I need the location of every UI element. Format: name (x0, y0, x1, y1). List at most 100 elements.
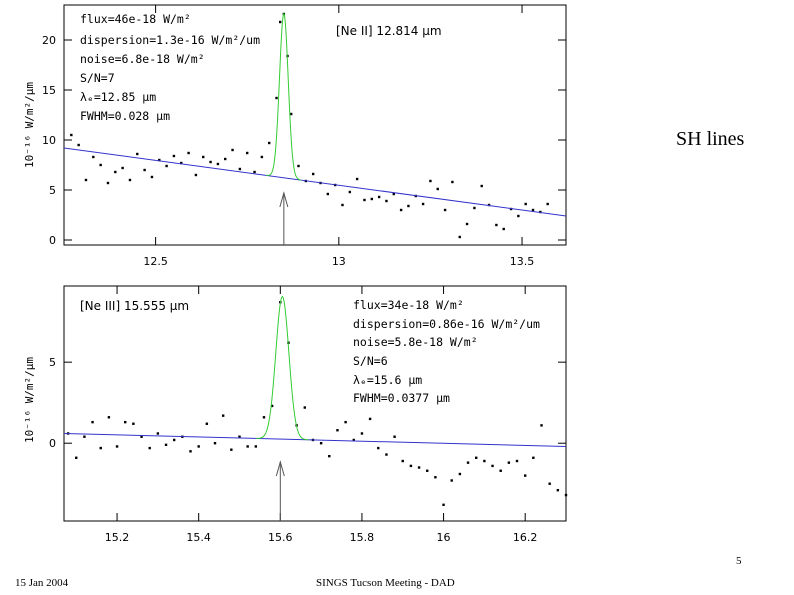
neiii-data-point (107, 416, 111, 419)
neiii-data-point (475, 456, 478, 459)
neiii-fwhm: FWHM=0.0377 μm (353, 391, 450, 405)
neiii-line-arrow (275, 460, 285, 521)
neii-flux: flux=46e-18 W/m² (80, 12, 191, 26)
neiii-data-point (417, 466, 421, 469)
neii-data-point (216, 162, 220, 166)
neii-data-point (524, 202, 527, 206)
neii-dispersion: dispersion=1.3e-16 W/m²/um (80, 33, 260, 47)
neii-data-point (99, 163, 102, 167)
neiii-lambda: λₑ=15.6 μm (353, 373, 422, 387)
neiii-data-point (368, 417, 372, 421)
neiii-data-point (442, 503, 445, 506)
neii-ytick-label: 20 (42, 34, 56, 47)
neii-data-point (209, 160, 212, 164)
neii-data-point (267, 141, 271, 145)
neii-data-point (194, 173, 198, 177)
neiii-data-point (164, 443, 168, 447)
neii-data-point (202, 155, 205, 159)
neiii-xtick-label: 15.2 (105, 531, 130, 544)
neiii-data-point (221, 414, 225, 417)
neiii-data-point (148, 446, 151, 450)
neii-data-point (143, 168, 146, 172)
neii-xtick-label: 13 (332, 255, 346, 268)
neii-lambda: λₑ=12.85 μm (80, 90, 156, 104)
neiii-data-point (532, 456, 535, 459)
neii-arrow-head (279, 191, 289, 208)
neii-data-point (348, 190, 352, 194)
neii-data-point (253, 170, 256, 174)
neii-data-point (84, 178, 88, 182)
neii-data-point (355, 177, 359, 181)
neii-data-point (92, 155, 95, 159)
neii-data-point (326, 192, 330, 196)
neiii-data-point (124, 420, 127, 424)
neii-data-point (106, 181, 110, 185)
neii-data-point (377, 195, 381, 199)
neii-data-point (399, 208, 403, 212)
neiii-data-point (352, 438, 355, 442)
neiii-data-point (172, 438, 176, 442)
neiii-noise: noise=5.8e-18 W/m² (353, 335, 478, 349)
neiii-plot-frame (63, 285, 567, 522)
neiii-data-point (197, 445, 200, 448)
neii-ytick-label: 10 (42, 134, 56, 147)
neii-data-point (370, 197, 373, 201)
neiii-data-point (328, 454, 331, 458)
neiii-data-point (507, 461, 511, 464)
neiii-data-point (213, 442, 217, 445)
neiii-data-point (254, 445, 258, 448)
neiii-data-point (83, 435, 86, 438)
neii-data-point (517, 214, 520, 218)
neii-data-point (473, 206, 476, 210)
neiii-data-point (450, 479, 453, 482)
neii-data-point (289, 112, 293, 116)
neiii-data-point (336, 429, 339, 432)
neii-data-point (278, 20, 282, 24)
neii-data-point (158, 158, 161, 162)
neiii-data-point (434, 476, 437, 479)
neii-data-point (421, 202, 425, 206)
neii-data-point (180, 161, 183, 165)
slide-number: 5 (736, 555, 742, 567)
neiii-data-point (385, 453, 388, 456)
slide-title: SH lines (676, 128, 745, 150)
neiii-arrow-head (275, 460, 285, 477)
neii-data-point (187, 151, 190, 155)
neiii-data-point (564, 493, 568, 497)
neiii-ytick-label: 0 (49, 437, 56, 450)
neiii-data-point (189, 450, 192, 453)
footer-meeting: SINGS Tucson Meeting - DAD (316, 577, 455, 589)
neii-data-point (443, 208, 447, 212)
neiii-ytick-label: 5 (49, 356, 56, 369)
neii-line-title: [Ne II] 12.814 μm (336, 24, 442, 38)
neiii-data-point (393, 435, 396, 438)
neii-line-arrow (279, 191, 289, 245)
neiii-data-point (140, 435, 143, 438)
neiii-data-point (540, 424, 543, 427)
neii-data-point (436, 187, 439, 191)
neii-data-point (495, 223, 498, 227)
neii-snr: S/N=7 (80, 71, 115, 85)
neii-data-point (224, 157, 227, 161)
neiii-data-point (377, 446, 380, 450)
neii-data-point (128, 178, 132, 182)
neiii-data-point (360, 432, 364, 435)
neiii-data-point (466, 461, 470, 464)
neiii-data-point (319, 442, 323, 445)
neii-data-point (458, 235, 461, 239)
neii-data-point (246, 151, 249, 155)
neiii-data-point (483, 459, 486, 463)
neii-data-point (480, 184, 483, 188)
neii-data-point (429, 179, 432, 183)
neiii-data-point (156, 432, 160, 435)
neii-ytick-label: 5 (49, 184, 56, 197)
neiii-panel: 0 5 15.2 15.4 15.6 15.8 16 16.2 [Ne III] 15.55… (23, 285, 568, 544)
neii-data-point (165, 164, 168, 168)
footer-date: 15 Jan 2004 (15, 577, 69, 589)
neiii-continuum-line (63, 432, 567, 447)
neiii-data-point (75, 456, 78, 459)
neiii-xtick-label: 15.4 (186, 531, 211, 544)
neii-data-point (546, 202, 549, 206)
neii-data-point (363, 198, 366, 202)
neiii-data-point (132, 422, 135, 425)
